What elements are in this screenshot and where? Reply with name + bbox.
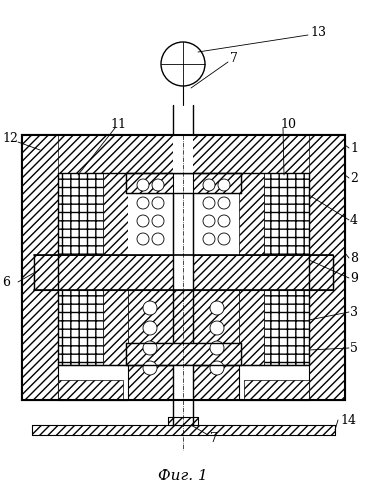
Text: 5: 5 xyxy=(350,341,358,354)
Text: 10: 10 xyxy=(280,117,296,131)
Bar xyxy=(128,290,239,365)
Bar xyxy=(58,290,103,365)
Bar xyxy=(173,255,193,290)
Bar xyxy=(22,135,345,400)
Bar xyxy=(103,173,128,255)
Circle shape xyxy=(152,215,164,227)
Circle shape xyxy=(137,179,149,191)
Text: 1: 1 xyxy=(350,142,358,155)
Circle shape xyxy=(210,341,224,355)
Circle shape xyxy=(203,215,215,227)
Circle shape xyxy=(143,321,157,335)
Bar xyxy=(239,173,264,255)
Circle shape xyxy=(152,179,164,191)
Bar xyxy=(168,417,198,425)
Text: 3: 3 xyxy=(350,305,358,318)
Bar xyxy=(34,255,333,290)
Bar xyxy=(58,255,309,290)
Bar xyxy=(239,365,309,400)
Circle shape xyxy=(218,233,230,245)
Text: 13: 13 xyxy=(310,25,326,38)
Circle shape xyxy=(161,42,205,86)
Bar xyxy=(264,290,309,365)
Bar xyxy=(128,173,239,255)
Text: Фиг. 1: Фиг. 1 xyxy=(158,469,208,483)
Bar xyxy=(126,173,241,193)
Bar xyxy=(22,135,58,400)
Bar xyxy=(126,173,241,193)
Text: 7: 7 xyxy=(210,432,218,445)
Circle shape xyxy=(143,341,157,355)
Bar xyxy=(22,135,345,400)
Text: 2: 2 xyxy=(350,172,358,185)
Bar xyxy=(244,380,309,400)
Bar xyxy=(58,380,123,400)
Text: 6: 6 xyxy=(2,275,10,288)
Bar xyxy=(22,365,345,400)
Circle shape xyxy=(218,215,230,227)
Circle shape xyxy=(143,361,157,375)
Bar xyxy=(173,365,193,425)
Circle shape xyxy=(210,361,224,375)
Circle shape xyxy=(137,197,149,209)
Circle shape xyxy=(210,321,224,335)
Bar xyxy=(32,425,335,435)
Circle shape xyxy=(218,197,230,209)
Text: 12: 12 xyxy=(2,132,18,145)
Bar xyxy=(58,365,128,400)
Bar xyxy=(34,255,333,290)
Text: 8: 8 xyxy=(350,251,358,264)
Bar xyxy=(126,343,241,365)
Bar xyxy=(22,135,345,400)
Bar xyxy=(173,173,193,255)
Circle shape xyxy=(203,233,215,245)
Circle shape xyxy=(203,179,215,191)
Circle shape xyxy=(152,233,164,245)
Bar xyxy=(309,135,345,400)
Circle shape xyxy=(137,233,149,245)
Text: 4: 4 xyxy=(350,214,358,227)
Circle shape xyxy=(143,301,157,315)
Circle shape xyxy=(210,301,224,315)
Text: 14: 14 xyxy=(340,414,356,427)
Circle shape xyxy=(152,197,164,209)
Bar xyxy=(58,173,103,255)
Bar xyxy=(239,290,264,365)
Text: 11: 11 xyxy=(110,117,126,131)
Text: 7: 7 xyxy=(230,51,238,64)
Circle shape xyxy=(137,215,149,227)
Bar xyxy=(22,135,345,173)
Bar xyxy=(126,343,241,365)
Circle shape xyxy=(203,197,215,209)
Text: 9: 9 xyxy=(350,271,358,284)
Bar xyxy=(264,173,309,255)
Circle shape xyxy=(218,179,230,191)
Bar xyxy=(173,135,193,173)
Bar xyxy=(173,105,193,135)
Bar xyxy=(128,255,239,290)
Bar xyxy=(103,290,128,365)
